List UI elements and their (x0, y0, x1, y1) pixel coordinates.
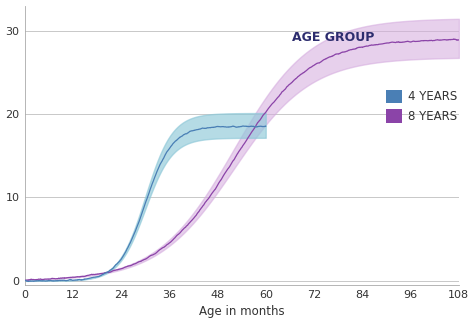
X-axis label: Age in months: Age in months (199, 306, 285, 318)
Legend: 4 YEARS, 8 YEARS: 4 YEARS, 8 YEARS (386, 90, 457, 123)
Text: AGE GROUP: AGE GROUP (292, 31, 374, 44)
